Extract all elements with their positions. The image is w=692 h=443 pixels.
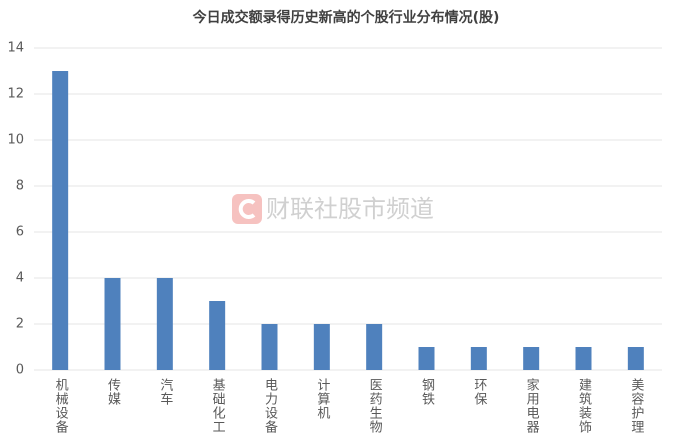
x-tick-label: 建筑装饰 [576, 378, 592, 434]
y-tick-label: 8 [16, 179, 24, 194]
x-tick-label: 传媒 [105, 378, 121, 406]
bar [104, 278, 121, 370]
x-tick-label: 环保 [471, 378, 487, 406]
x-tick-label: 机械设备 [53, 378, 69, 434]
x-tick-label: 医药生物 [367, 378, 383, 434]
x-tick-label: 计算机 [314, 378, 330, 420]
bar [575, 347, 592, 370]
bar [209, 301, 226, 370]
y-tick-label: 10 [7, 133, 24, 148]
x-tick-label: 美容护理 [628, 378, 644, 434]
x-tick-label: 电力设备 [262, 378, 278, 434]
bar [523, 347, 540, 370]
y-tick-label: 12 [7, 87, 24, 102]
watermark-logo [232, 194, 262, 224]
bar [627, 347, 644, 370]
watermark: 财联社股市频道 [266, 195, 434, 223]
y-tick-label: 2 [16, 317, 24, 332]
y-tick-label: 4 [16, 271, 24, 286]
y-tick-label: 0 [16, 363, 24, 378]
bar [313, 324, 330, 370]
bar [418, 347, 435, 370]
bar [366, 324, 383, 370]
x-tick-label: 汽车 [157, 378, 173, 406]
x-tick-label: 基础化工 [210, 378, 226, 434]
x-tick-label: 钢铁 [419, 378, 435, 406]
chart-title: 今日成交额录得历史新高的个股行业分布情况(股) [192, 9, 500, 26]
bar [156, 278, 173, 370]
y-tick-label: 14 [7, 41, 24, 56]
bar [470, 347, 487, 370]
y-tick-label: 6 [16, 225, 24, 240]
bar [52, 71, 69, 370]
x-tick-label: 家用电器 [524, 377, 540, 434]
bar [261, 324, 278, 370]
